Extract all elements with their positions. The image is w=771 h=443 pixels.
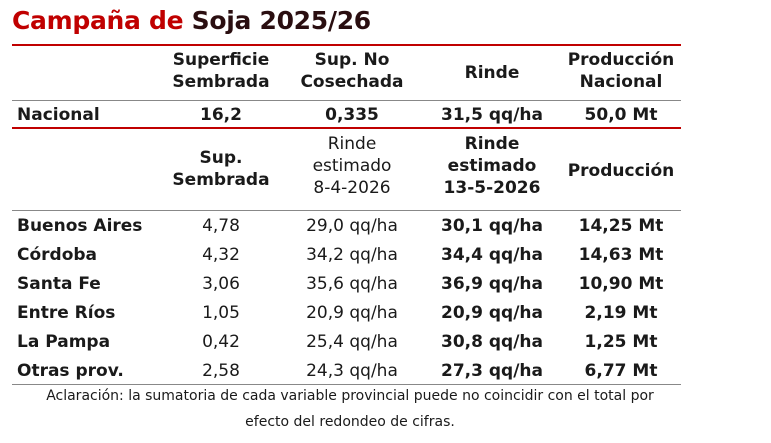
bottom-divider [12, 384, 681, 385]
header-line: estimado [447, 156, 537, 176]
header-line: Rinde [464, 134, 520, 154]
cell-rinde-13-5: 30,8 qq/ha [441, 332, 543, 352]
cell-produccion: 10,90 Mt [578, 274, 664, 294]
header-line: 13-5-2026 [443, 178, 541, 198]
top-divider [12, 44, 681, 46]
header-rinde-estimado-13-5: Rinde estimado 13-5-2026 [432, 133, 552, 199]
cell-sup: 1,05 [202, 303, 240, 323]
header-sup-sembrada: Sup. Sembrada [166, 147, 276, 191]
header-line: Superficie [172, 50, 270, 70]
header-sup-no-cosechada: Sup. No Cosechada [297, 49, 407, 93]
cell-rinde-8-4: 29,0 qq/ha [306, 216, 398, 236]
cell-produccion: 14,25 Mt [578, 216, 664, 236]
title-part-soja: Soja 2025/26 [191, 6, 372, 35]
cell-produccion: 6,77 Mt [584, 361, 658, 381]
cell-sup: 0,42 [202, 332, 240, 352]
header-superficie-sembrada: Superficie Sembrada [166, 49, 276, 93]
footnote-line-2: efecto del redondeo de cifras. [245, 414, 455, 430]
header-line: estimado [312, 156, 392, 176]
page-title: Campaña de Soja 2025/26 [12, 6, 371, 35]
cell-sup: 3,06 [202, 274, 240, 294]
header-rinde-estimado-8-4: Rinde estimado 8-4-2026 [297, 133, 407, 199]
national-divider [12, 127, 681, 129]
cell-rinde-8-4: 35,6 qq/ha [306, 274, 398, 294]
provincial-header-divider [12, 210, 681, 211]
row-label: Entre Ríos [17, 303, 116, 323]
cell-rinde-13-5: 20,9 qq/ha [441, 303, 543, 323]
cell-rinde-8-4: 34,2 qq/ha [306, 245, 398, 265]
cell-sup: 4,32 [202, 245, 240, 265]
cell-sup: 2,58 [202, 361, 240, 381]
row-label: La Pampa [17, 332, 111, 352]
national-superficie: 16,2 [200, 105, 242, 125]
cell-rinde-13-5: 36,9 qq/ha [441, 274, 543, 294]
header-produccion-nacional: Producción Nacional [562, 49, 680, 93]
header-divider [12, 100, 681, 101]
row-label: Nacional [17, 105, 100, 125]
header-line: Producción [567, 50, 675, 70]
header-line: Sembrada [172, 170, 270, 190]
header-line: Cosechada [300, 72, 404, 92]
header-rinde: Rinde [432, 62, 552, 84]
cell-rinde-13-5: 30,1 qq/ha [441, 216, 543, 236]
cell-rinde-13-5: 27,3 qq/ha [441, 361, 543, 381]
header-line: Rinde [327, 134, 377, 154]
header-produccion: Producción [562, 160, 680, 182]
cell-produccion: 1,25 Mt [584, 332, 658, 352]
row-label: Santa Fe [17, 274, 101, 294]
cell-produccion: 2,19 Mt [584, 303, 658, 323]
cell-rinde-8-4: 20,9 qq/ha [306, 303, 398, 323]
cell-rinde-13-5: 34,4 qq/ha [441, 245, 543, 265]
header-line: Sembrada [172, 72, 270, 92]
cell-produccion: 14,63 Mt [578, 245, 664, 265]
cell-sup: 4,78 [202, 216, 240, 236]
header-line: Sup. No [314, 50, 390, 70]
national-produccion: 50,0 Mt [584, 105, 658, 125]
row-label: Buenos Aires [17, 216, 143, 236]
national-no-cosechada: 0,335 [325, 105, 379, 125]
row-label: Otras prov. [17, 361, 124, 381]
header-line: Nacional [579, 72, 663, 92]
cell-rinde-8-4: 25,4 qq/ha [306, 332, 398, 352]
national-rinde: 31,5 qq/ha [441, 105, 543, 125]
footnote-line-1: Aclaración: la sumatoria de cada variabl… [46, 388, 654, 404]
header-line: Sup. [199, 148, 243, 168]
header-line: Rinde [464, 63, 520, 83]
title-part-campana: Campaña de [12, 6, 192, 35]
header-line: 8-4-2026 [313, 178, 391, 198]
header-line: Producción [567, 161, 675, 181]
row-label: Córdoba [17, 245, 98, 265]
cell-rinde-8-4: 24,3 qq/ha [306, 361, 398, 381]
